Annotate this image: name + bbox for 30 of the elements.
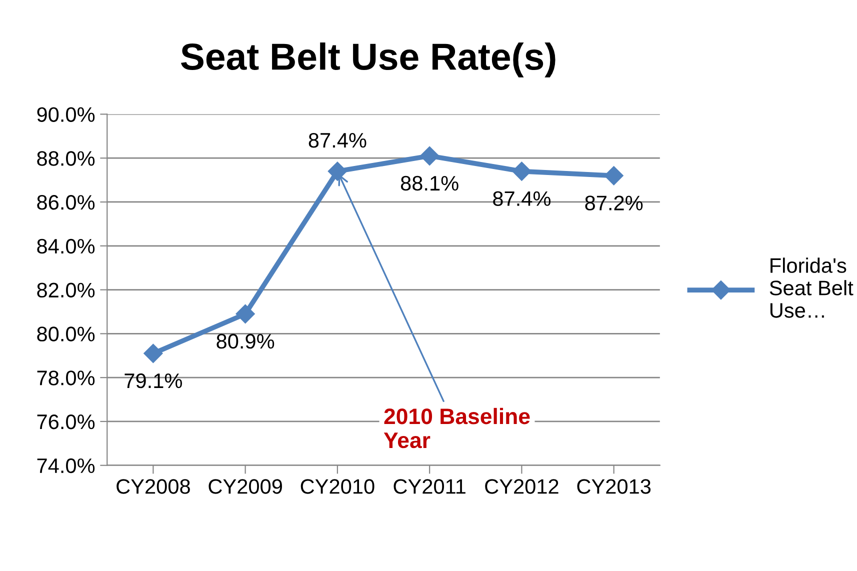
- x-tick-label: CY2008: [116, 479, 190, 494]
- y-tick-label: 88.0%: [37, 151, 95, 166]
- point: [328, 162, 347, 181]
- y-tick-label: 76.0%: [37, 414, 95, 430]
- x-tick-label: CY2011: [394, 479, 466, 494]
- x-tick-label: CY2009: [208, 479, 282, 494]
- text: 80.9%: [216, 334, 274, 349]
- text: 87.4%: [493, 191, 550, 206]
- legend-label: Florida's Seat Belt Use…: [770, 258, 854, 318]
- y-tick-label: 74.0%: [37, 458, 95, 474]
- x-tick-label: CY2010: [300, 479, 374, 494]
- y-tick-label: 82.0%: [37, 282, 95, 298]
- point: [236, 304, 255, 324]
- y-tick-label: 86.0%: [37, 194, 95, 210]
- chart-title: Seat Belt Use Rate(s): [180, 42, 556, 78]
- point: [604, 166, 624, 186]
- annotation: 2010 Baseline Year: [384, 408, 530, 448]
- point: [512, 162, 532, 181]
- text: 79.1%: [124, 373, 182, 388]
- y-tick-label: 80.0%: [37, 326, 95, 342]
- x-tick-label: CY2012: [485, 479, 558, 494]
- text: 87.4%: [308, 132, 366, 148]
- text: 88.1%: [400, 176, 458, 191]
- y-tick-label: 84.0%: [37, 238, 95, 254]
- y-tick-label: 78.0%: [37, 370, 95, 386]
- x-tick-label: CY2013: [577, 479, 651, 494]
- point: [144, 344, 163, 363]
- y-tick-label: 90.0%: [37, 107, 95, 122]
- text: 87.2%: [585, 196, 643, 210]
- point: [420, 146, 440, 166]
